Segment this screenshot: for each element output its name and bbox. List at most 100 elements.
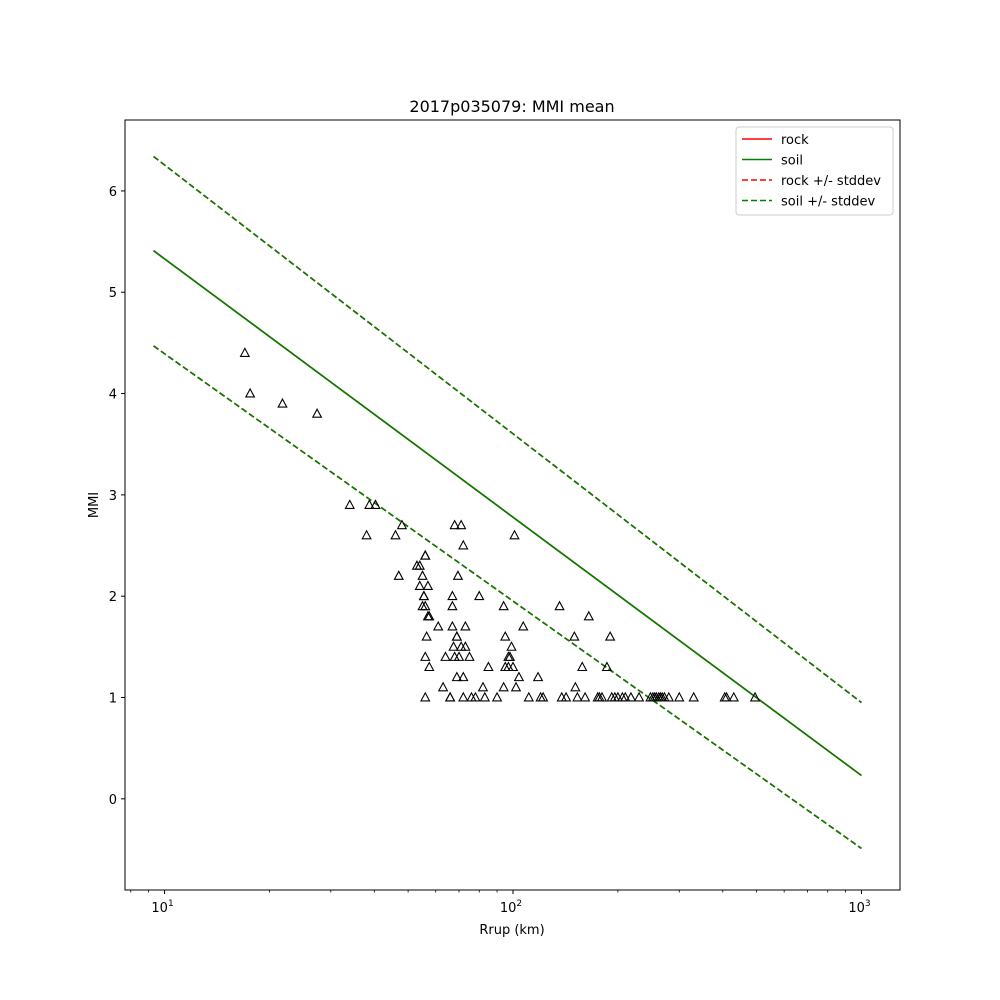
data-point <box>244 387 256 398</box>
data-point <box>448 641 459 651</box>
data-point <box>620 691 631 702</box>
y-tick-label: 1 <box>109 692 117 707</box>
data-point <box>506 641 517 651</box>
data-point <box>569 630 580 641</box>
data-point <box>477 681 489 692</box>
data-point <box>560 691 572 702</box>
data-point <box>583 610 595 621</box>
data-point <box>464 651 475 661</box>
data-point <box>453 651 465 661</box>
data-point <box>470 691 481 702</box>
x-tick-label: 101 <box>151 899 173 916</box>
data-point <box>420 549 431 560</box>
data-point <box>277 397 288 408</box>
data-point <box>570 681 581 692</box>
data-point <box>556 691 567 702</box>
data-point <box>449 651 460 661</box>
data-point <box>449 519 460 530</box>
data-point <box>601 661 613 672</box>
data-point <box>663 691 675 702</box>
data-point <box>239 347 251 357</box>
legend-label-2: rock +/- stddev <box>781 174 881 189</box>
data-point <box>504 651 516 661</box>
data-point <box>674 691 685 702</box>
data-point <box>447 590 458 601</box>
series-upper-line-3 <box>153 155 862 704</box>
data-point <box>479 691 491 702</box>
x-axis-label: Rrup (km) <box>479 923 544 938</box>
legend-label-1: soil <box>781 154 803 169</box>
y-tick-label: 4 <box>109 388 117 403</box>
data-point <box>417 570 428 580</box>
data-point <box>577 661 588 672</box>
data-point <box>361 529 372 540</box>
data-point <box>455 519 467 530</box>
data-point <box>418 590 430 601</box>
data-point <box>414 560 425 570</box>
legend-label-0: rock <box>781 133 809 148</box>
data-point <box>579 691 591 702</box>
data-point <box>414 580 425 591</box>
legend-label-3: soil +/- stddev <box>781 195 876 210</box>
data-point <box>420 651 431 661</box>
data-point <box>728 691 739 702</box>
legend-box <box>735 126 894 216</box>
data-point <box>420 549 431 560</box>
data-point <box>510 681 522 692</box>
data-point <box>421 630 432 641</box>
data-point <box>451 630 463 641</box>
plot-area <box>153 155 862 850</box>
data-point <box>344 499 355 509</box>
data-point <box>458 691 469 702</box>
data-point <box>460 641 471 651</box>
data-point <box>554 600 565 611</box>
data-point <box>444 691 456 702</box>
data-point <box>513 671 525 682</box>
legend: rock soil rock +/- stddev soil +/- stddev <box>735 126 894 216</box>
data-point <box>596 691 608 702</box>
data-point <box>447 620 458 631</box>
y-tick-label: 0 <box>109 793 117 808</box>
data-point <box>424 610 435 621</box>
data-point <box>507 661 519 672</box>
data-point <box>424 661 435 672</box>
series-line-1 <box>153 250 862 777</box>
data-point <box>572 691 583 702</box>
data-point <box>491 691 503 702</box>
y-axis-label: MMI <box>87 492 102 518</box>
data-point <box>451 630 463 641</box>
data-point <box>625 691 637 702</box>
data-point <box>420 691 431 702</box>
data-point <box>420 600 431 611</box>
data-point <box>518 620 529 631</box>
chart-title: 2017p035079: MMI mean <box>409 97 614 116</box>
data-point <box>604 630 616 641</box>
data-point <box>458 539 469 550</box>
data-point <box>437 681 449 692</box>
data-point <box>749 691 761 702</box>
data-point <box>458 671 469 682</box>
data-point <box>418 590 430 601</box>
data-point <box>688 691 699 702</box>
y-tick-label: 5 <box>109 286 117 301</box>
data-point <box>523 691 535 702</box>
data-point <box>390 529 401 540</box>
plot-frame <box>124 119 901 891</box>
data-point <box>451 671 463 682</box>
axes: 0 1 2 3 4 5 6 101 102 103 <box>109 185 871 916</box>
data-point <box>474 590 485 601</box>
series-lower-line-3 <box>153 345 862 850</box>
data-point <box>396 519 408 530</box>
data-point <box>532 671 544 682</box>
y-tick-label: 2 <box>109 590 117 605</box>
y-tick-label: 6 <box>109 185 117 200</box>
data-point <box>432 620 444 631</box>
data-point <box>509 529 520 540</box>
data-point <box>500 630 511 641</box>
data-point <box>311 408 323 418</box>
data-point <box>498 681 509 692</box>
data-point <box>452 570 464 580</box>
x-tick-label: 102 <box>500 899 522 916</box>
data-point <box>498 600 509 611</box>
